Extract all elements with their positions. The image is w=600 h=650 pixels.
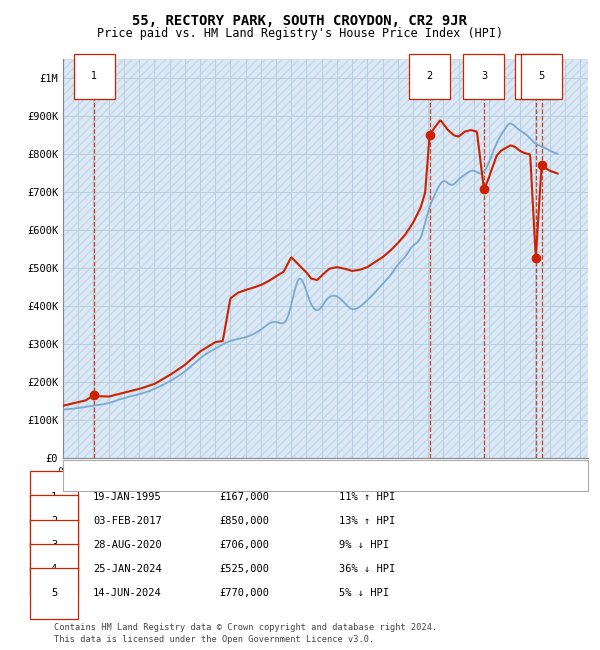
Text: 2: 2 [427, 72, 433, 81]
Text: £706,000: £706,000 [219, 540, 269, 551]
Text: 25-JAN-2024: 25-JAN-2024 [93, 564, 162, 575]
Text: Contains HM Land Registry data © Crown copyright and database right 2024.: Contains HM Land Registry data © Crown c… [54, 623, 437, 632]
Text: Price paid vs. HM Land Registry's House Price Index (HPI): Price paid vs. HM Land Registry's House … [97, 27, 503, 40]
Text: £167,000: £167,000 [219, 492, 269, 502]
Text: 3: 3 [481, 72, 487, 81]
Text: 9% ↓ HPI: 9% ↓ HPI [339, 540, 389, 551]
Text: 55, RECTORY PARK, SOUTH CROYDON, CR2 9JR (detached house): 55, RECTORY PARK, SOUTH CROYDON, CR2 9JR… [110, 463, 445, 474]
Text: 4: 4 [533, 72, 539, 81]
Text: This data is licensed under the Open Government Licence v3.0.: This data is licensed under the Open Gov… [54, 634, 374, 644]
Text: 1: 1 [51, 492, 57, 502]
Text: 19-JAN-1995: 19-JAN-1995 [93, 492, 162, 502]
Text: £770,000: £770,000 [219, 588, 269, 599]
Text: 55, RECTORY PARK, SOUTH CROYDON, CR2 9JR: 55, RECTORY PARK, SOUTH CROYDON, CR2 9JR [133, 14, 467, 29]
Text: 03-FEB-2017: 03-FEB-2017 [93, 516, 162, 526]
Text: 5: 5 [538, 72, 545, 81]
Text: 1: 1 [91, 72, 97, 81]
Text: £525,000: £525,000 [219, 564, 269, 575]
Text: 14-JUN-2024: 14-JUN-2024 [93, 588, 162, 599]
Text: 3: 3 [51, 540, 57, 551]
Text: 28-AUG-2020: 28-AUG-2020 [93, 540, 162, 551]
Text: 11% ↑ HPI: 11% ↑ HPI [339, 492, 395, 502]
Text: £850,000: £850,000 [219, 516, 269, 526]
Text: 13% ↑ HPI: 13% ↑ HPI [339, 516, 395, 526]
Text: 5% ↓ HPI: 5% ↓ HPI [339, 588, 389, 599]
Text: 5: 5 [51, 588, 57, 599]
Text: 2: 2 [51, 516, 57, 526]
Text: 36% ↓ HPI: 36% ↓ HPI [339, 564, 395, 575]
Text: 4: 4 [51, 564, 57, 575]
Text: HPI: Average price, detached house, Croydon: HPI: Average price, detached house, Croy… [110, 479, 363, 489]
